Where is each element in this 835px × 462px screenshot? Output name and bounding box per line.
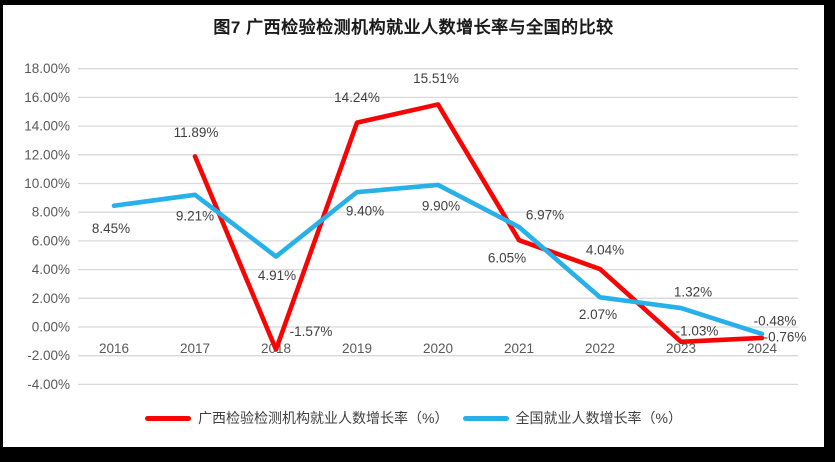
national-data-label: 9.90% [422, 198, 460, 213]
x-tick-label: 2021 [504, 341, 534, 356]
plot-area: 18.00% 16.00% 14.00% 12.00% 10.00% 8.00% 6.00%… [24, 61, 807, 392]
y-tick-label: 16.00% [24, 90, 70, 105]
national-legend-label: 全国就业人数增长率（%） [515, 410, 682, 426]
y-tick-label: 10.00% [24, 176, 70, 191]
chart-title: 图7 广西检验检测机构就业人数增长率与全国的比较 [213, 18, 614, 37]
guangxi-data-label: 14.24% [334, 90, 380, 105]
national-data-label: -0.48% [754, 313, 797, 328]
national-data-label: 9.40% [346, 204, 384, 219]
national-data-label: 6.97% [526, 207, 564, 222]
x-tick-label: 2024 [747, 341, 778, 356]
y-tick-label: 8.00% [32, 205, 70, 220]
x-tick-label: 2020 [423, 341, 453, 356]
y-tick-label: 4.00% [32, 262, 70, 277]
national-data-label: 9.21% [176, 208, 214, 223]
legend: 广西检验检测机构就业人数增长率（%） 全国就业人数增长率（%） [3, 408, 824, 428]
y-tick-label: 18.00% [24, 61, 70, 76]
x-tick-label: 2019 [342, 341, 372, 356]
guangxi-series-line [192, 102, 765, 352]
legend-item-guangxi: 广西检验检测机构就业人数增长率（%） [145, 408, 449, 428]
y-tick-label: -2.00% [27, 348, 70, 363]
national-data-label: 8.45% [92, 221, 130, 236]
y-tick-label: 12.00% [24, 147, 70, 162]
x-tick-label: 2022 [585, 341, 615, 356]
legend-item-national: 全国就业人数增长率（%） [462, 408, 682, 428]
y-tick-label: 2.00% [32, 291, 70, 306]
y-tick-label: 0.00% [32, 320, 70, 335]
national-data-label: 4.91% [258, 268, 296, 283]
national-data-label: 2.07% [579, 307, 617, 322]
guangxi-data-label: 6.05% [488, 251, 526, 266]
guangxi-data-label: 4.04% [586, 243, 624, 258]
guangxi-data-label: 11.89% [174, 125, 219, 140]
national-data-label: 1.32% [674, 285, 712, 300]
guangxi-data-label: -1.57% [290, 324, 333, 339]
y-tick-label: -4.00% [27, 377, 70, 392]
guangxi-legend-label: 广西检验检测机构就业人数增长率（%） [198, 410, 449, 426]
guangxi-data-label: -0.76% [764, 329, 807, 344]
guangxi-legend-swatch-icon [145, 415, 192, 421]
y-tick-label: 14.00% [24, 119, 70, 134]
y-tick-label: 6.00% [32, 233, 70, 248]
national-legend-swatch-icon [462, 415, 509, 421]
x-tick-label: 2017 [180, 341, 210, 356]
guangxi-data-label: 15.51% [413, 71, 459, 86]
national-series-line [111, 182, 765, 337]
x-tick-label: 2016 [99, 341, 129, 356]
x-tick-label: 2023 [666, 341, 696, 356]
guangxi-data-label: -1.03% [676, 323, 719, 338]
chart-area: 图7 广西检验检测机构就业人数增长率与全国的比较 18.00% 16.00% 14.… [3, 5, 824, 447]
